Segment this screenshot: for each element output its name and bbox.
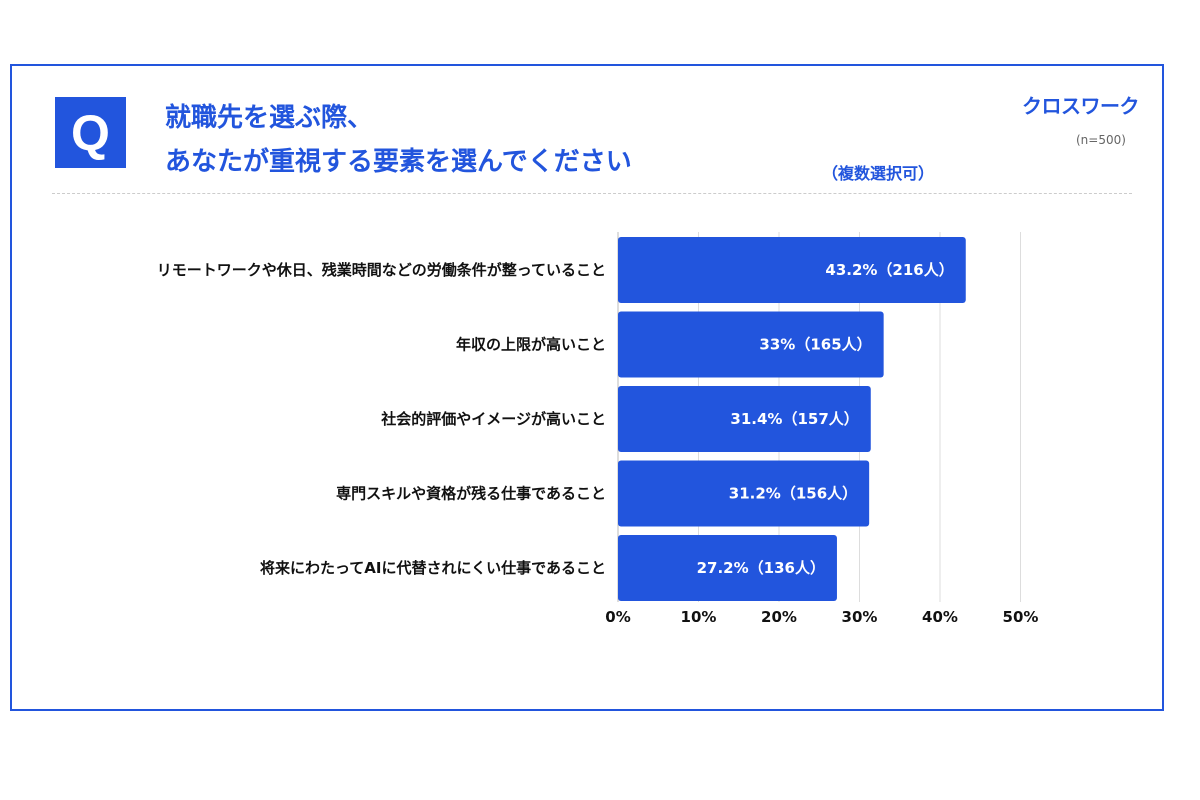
x-tick-label: 0% [605, 608, 630, 626]
category-label: 社会的評価やイメージが高いこと [380, 410, 606, 428]
card-frame [10, 64, 1164, 711]
category-label: 専門スキルや資格が残る仕事であること [336, 485, 606, 503]
bar-data-label: 27.2%（136人） [697, 559, 825, 577]
sample-size: (n=500) [1076, 133, 1126, 147]
bar [618, 386, 871, 452]
category-label: 将来にわたってAIに代替されにくい仕事であること [260, 559, 606, 577]
question-title: 就職先を選ぶ際、 あなたが重視する要素を選んでください [165, 96, 632, 184]
question-line-1: 就職先を選ぶ際、 [165, 103, 374, 133]
x-tick-label: 20% [761, 608, 797, 626]
x-tick-label: 40% [922, 608, 958, 626]
multiple-choice-note: （複数選択可） [822, 164, 935, 183]
x-tick-label: 50% [1003, 608, 1039, 626]
category-label: 年収の上限が高いこと [456, 336, 606, 354]
bar-data-label: 43.2%（216人） [825, 261, 953, 279]
category-label: リモートワークや休日、残業時間などの労働条件が整っていること [157, 261, 606, 279]
brand-logo: クロスワーク [1022, 94, 1140, 118]
bar-data-label: 33%（165人） [759, 336, 871, 354]
bar-data-label: 31.2%（156人） [729, 485, 857, 503]
x-tick-label: 30% [842, 608, 878, 626]
x-tick-label: 10% [681, 608, 717, 626]
header-divider [52, 193, 1132, 194]
question-line-2: あなたが重視する要素を選んでください [165, 147, 632, 177]
bar [618, 311, 884, 378]
bar [618, 535, 837, 601]
bar [618, 460, 870, 527]
bar [618, 237, 966, 303]
question-mark-badge: Q [55, 97, 126, 168]
bar-data-label: 31.4%（157人） [730, 410, 858, 428]
